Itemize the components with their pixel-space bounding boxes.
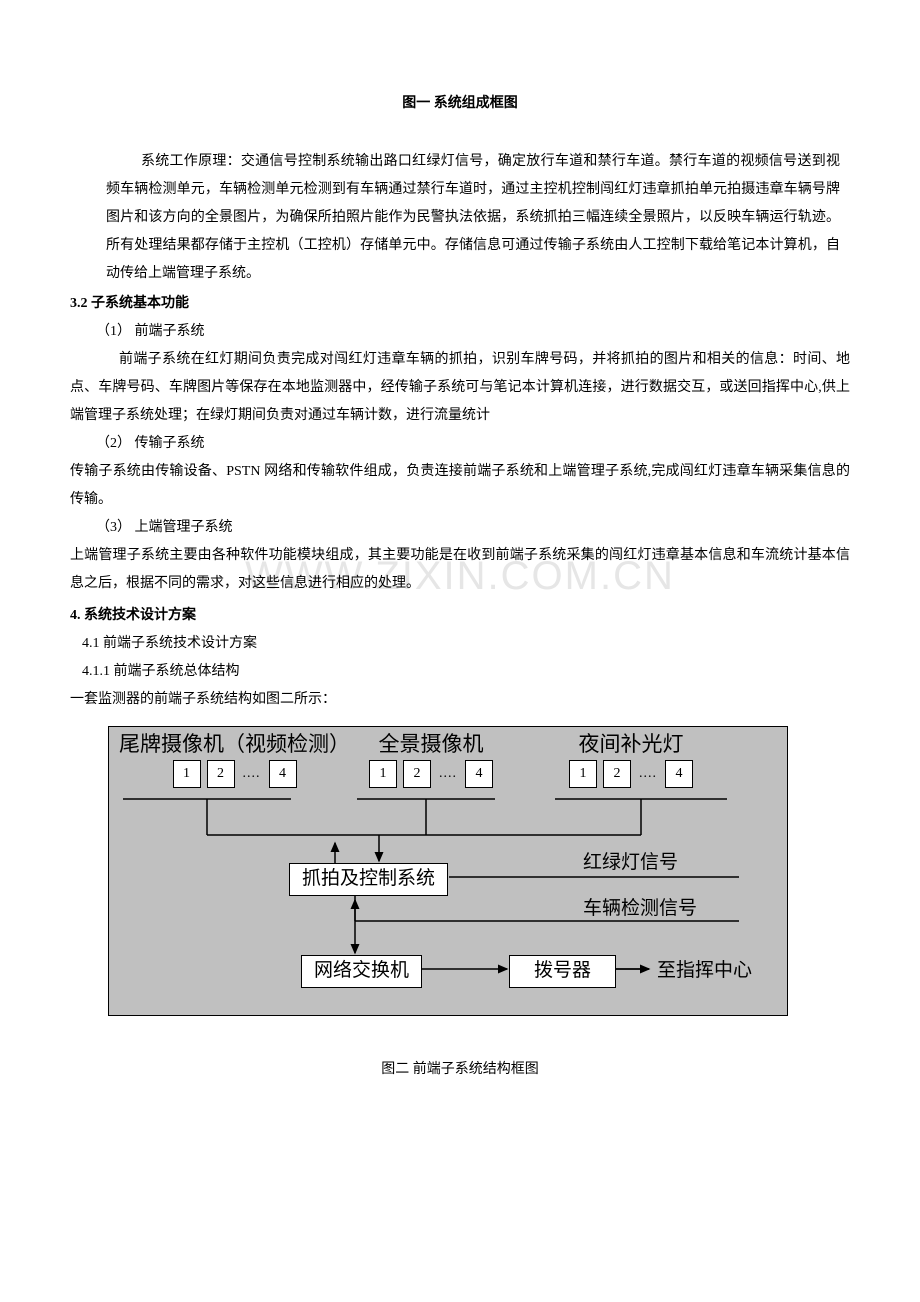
g3-dots: .... xyxy=(637,760,659,788)
sub411: 4.1.1 前端子系统总体结构 xyxy=(82,658,850,686)
sub41: 4.1 前端子系统技术设计方案 xyxy=(82,630,850,658)
g2-dots: .... xyxy=(437,760,459,788)
group-light: 夜间补光灯 1 2 .... 4 xyxy=(569,733,693,788)
switch-box: 网络交换机 xyxy=(301,955,422,988)
item2-para: 传输子系统由传输设备、PSTN 网络和传输软件组成，负责连接前端子系统和上端管理… xyxy=(70,458,850,514)
g2-box2: 2 xyxy=(403,760,431,788)
vehicle-signal-label: 车辆检测信号 xyxy=(583,899,697,918)
item3-para: 上端管理子系统主要由各种软件功能模块组成，其主要功能是在收到前端子系统采集的闯红… xyxy=(70,542,850,598)
group1-label: 尾牌摄像机（视频检测） xyxy=(119,733,350,756)
sub411-para: 一套监测器的前端子系统结构如图二所示： xyxy=(70,686,850,714)
capture-control-box: 抓拍及控制系统 xyxy=(289,863,448,896)
g1-box4: 4 xyxy=(269,760,297,788)
g3-box2: 2 xyxy=(603,760,631,788)
g1-dots: .... xyxy=(241,760,263,788)
g1-box2: 2 xyxy=(207,760,235,788)
dialer-box: 拨号器 xyxy=(509,955,616,988)
to-command-label: 至指挥中心 xyxy=(657,961,752,980)
g2-box4: 4 xyxy=(465,760,493,788)
item3-label: （3） 上端管理子系统 xyxy=(96,514,850,542)
group-tail-camera: 尾牌摄像机（视频检测） 1 2 .... 4 xyxy=(119,733,350,788)
group2-label: 全景摄像机 xyxy=(379,733,484,756)
section-4-title: 4. 系统技术设计方案 xyxy=(70,602,850,630)
g3-box1: 1 xyxy=(569,760,597,788)
item1-label: （1） 前端子系统 xyxy=(96,318,850,346)
diagram-figure2: 尾牌摄像机（视频检测） 1 2 .... 4 全景摄像机 1 2 .... 4 xyxy=(108,726,788,1016)
item2-label: （2） 传输子系统 xyxy=(96,430,850,458)
group-pano-camera: 全景摄像机 1 2 .... 4 xyxy=(369,733,493,788)
item1-para: 前端子系统在红灯期间负责完成对闯红灯违章车辆的抓拍，识别车牌号码，并将抓拍的图片… xyxy=(70,346,850,430)
figure1-caption: 图一 系统组成框图 xyxy=(70,90,850,118)
red-light-signal-label: 红绿灯信号 xyxy=(583,853,678,872)
g3-box4: 4 xyxy=(665,760,693,788)
diagram-canvas: 尾牌摄像机（视频检测） 1 2 .... 4 全景摄像机 1 2 .... 4 xyxy=(108,726,788,1016)
section-32-title: 3.2 子系统基本功能 xyxy=(70,290,850,318)
g1-box1: 1 xyxy=(173,760,201,788)
g2-box1: 1 xyxy=(369,760,397,788)
figure2-caption: 图二 前端子系统结构框图 xyxy=(70,1056,850,1084)
group3-label: 夜间补光灯 xyxy=(579,733,684,756)
principle-paragraph: 系统工作原理：交通信号控制系统输出路口红绿灯信号，确定放行车道和禁行车道。禁行车… xyxy=(106,148,840,288)
